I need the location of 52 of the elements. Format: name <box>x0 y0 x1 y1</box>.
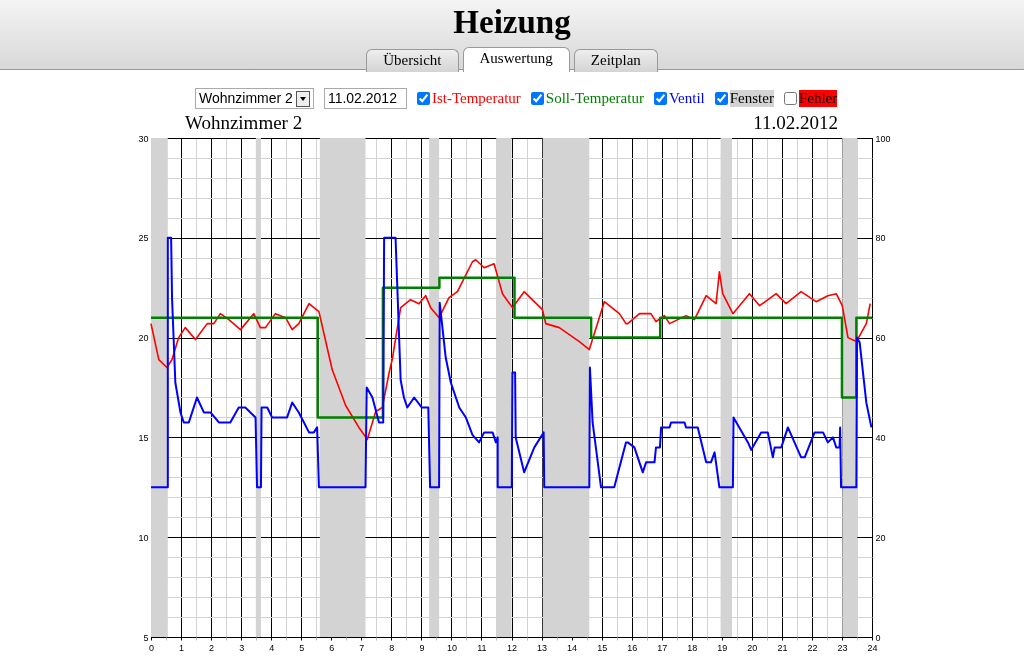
x-tick-label: 23 <box>837 642 848 653</box>
y2-tick-label: 20 <box>875 532 886 543</box>
x-tick-label: 13 <box>537 642 548 653</box>
date-field: 11.02.2012 <box>323 88 407 109</box>
y2-tick-label: 60 <box>875 333 886 344</box>
y2-tick-label: 100 <box>875 133 891 144</box>
chart-subtitle: Wohnzimmer 2 <box>185 112 303 134</box>
x-tick-label: 17 <box>657 642 668 653</box>
y-tick-label: 25 <box>138 233 149 244</box>
x-tick-label: 3 <box>239 642 245 653</box>
x-tick-label: 16 <box>627 642 638 653</box>
x-tick-label: 5 <box>299 642 305 653</box>
text: Fehler <box>798 90 838 107</box>
chart-title: Heizung <box>452 4 572 41</box>
text: Fenster <box>729 90 774 107</box>
text: Soll-Temperatur <box>545 90 644 107</box>
y2-tick-label: 40 <box>875 432 886 443</box>
x-tick-label: 22 <box>807 642 818 653</box>
text: 11.02.2012 <box>753 112 838 134</box>
x-tick-label: 1 <box>179 642 185 653</box>
x-tick-label: 18 <box>687 642 698 653</box>
tab: Übersicht <box>366 49 459 72</box>
x-tick-label: 20 <box>747 642 758 653</box>
x-tick-label: 7 <box>359 642 365 653</box>
y-tick-label: 15 <box>138 432 149 443</box>
y-tick-label: 10 <box>138 532 149 543</box>
y-tick-label: 30 <box>138 133 149 144</box>
y-tick-label: 5 <box>143 632 149 643</box>
x-tick-label: 15 <box>597 642 608 653</box>
text: Ist-Temperatur <box>431 90 521 107</box>
x-tick-label: 0 <box>148 642 155 653</box>
x-tick-label: 11 <box>477 642 487 653</box>
x-tick-label: 10 <box>446 642 457 653</box>
line-series <box>150 258 871 441</box>
x-tick-label: 2 <box>209 642 215 653</box>
x-tick-label: 24 <box>867 642 878 653</box>
x-tick-label: 12 <box>506 642 518 653</box>
x-tick-label: 9 <box>419 642 425 653</box>
line-series <box>150 236 873 489</box>
y2-tick-label: 0 <box>875 632 881 643</box>
x-tick-label: 21 <box>777 642 788 653</box>
x-tick-label: 14 <box>567 642 578 653</box>
y2-tick-label: 80 <box>875 233 886 244</box>
tab: Zeitplan <box>573 49 658 72</box>
room-dropdown: Wohnzimmer 2 <box>195 88 314 109</box>
x-tick-label: 8 <box>389 642 395 653</box>
x-tick-label: 6 <box>329 642 335 653</box>
tab: Auswertung <box>462 47 570 72</box>
x-tick-label: 4 <box>269 642 275 653</box>
y-tick-label: 20 <box>138 333 149 344</box>
text: Ventil <box>668 90 705 107</box>
x-tick-label: 19 <box>717 642 728 653</box>
